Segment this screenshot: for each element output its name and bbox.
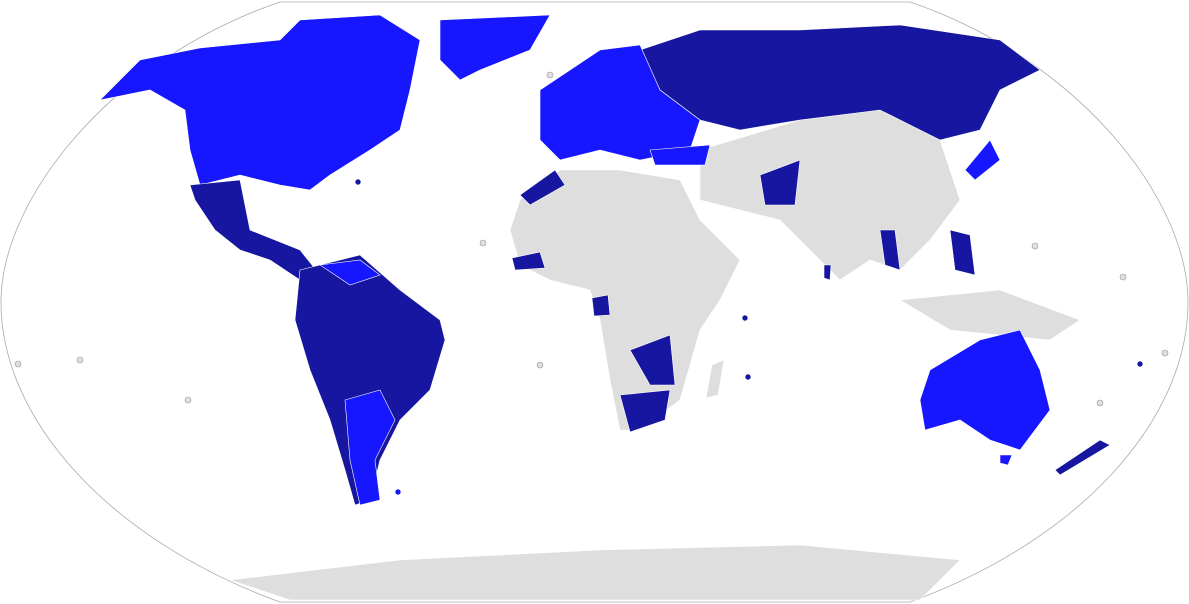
- south-america: [294, 254, 446, 506]
- antarctica: [229, 544, 961, 601]
- tasmania: [999, 454, 1013, 466]
- venezuela: [319, 259, 381, 286]
- australia: [919, 329, 1051, 451]
- new-zealand: [1054, 439, 1111, 476]
- madagascar: [705, 359, 725, 399]
- north-america: [99, 14, 421, 191]
- island-marker: [744, 373, 752, 381]
- island-marker: [536, 361, 544, 369]
- island-marker: [76, 356, 84, 364]
- sri-lanka: [823, 264, 832, 281]
- island-marker: [546, 71, 554, 79]
- argentina: [344, 389, 396, 506]
- turkey: [649, 144, 711, 166]
- island-marker: [1119, 273, 1127, 281]
- russia: [639, 24, 1041, 141]
- west-africa-country: [511, 251, 546, 271]
- thailand: [879, 229, 901, 271]
- island-marker: [354, 178, 362, 186]
- gabon: [591, 294, 611, 317]
- pakistan: [759, 159, 801, 206]
- southeast-asia-islands: [899, 289, 1081, 341]
- island-marker: [741, 314, 749, 322]
- island-marker: [1031, 242, 1039, 250]
- japan: [964, 139, 1001, 181]
- greenland: [439, 14, 551, 81]
- island-marker: [1161, 349, 1169, 357]
- morocco: [519, 169, 566, 206]
- island-marker: [14, 360, 22, 368]
- island-marker: [479, 239, 487, 247]
- island-marker: [394, 488, 402, 496]
- island-marker: [1096, 399, 1104, 407]
- south-africa: [619, 389, 671, 433]
- zambia-zimbabwe: [629, 334, 676, 386]
- island-marker: [184, 396, 192, 404]
- philippines: [949, 229, 976, 276]
- island-marker: [1136, 360, 1144, 368]
